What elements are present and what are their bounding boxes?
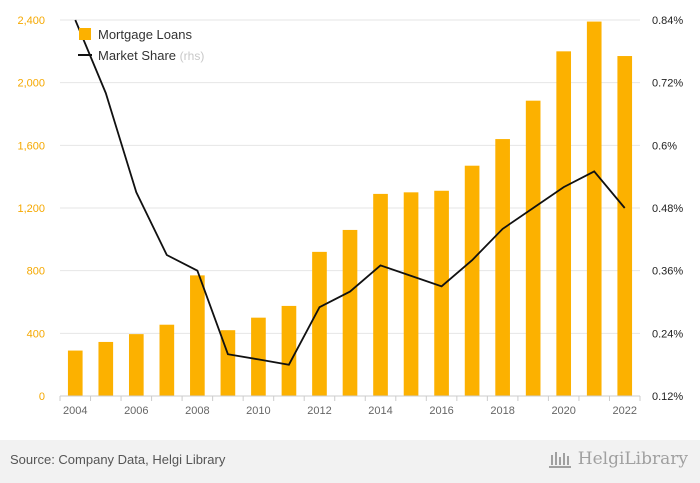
- x-tick-label: 2010: [246, 405, 270, 417]
- bar-2021[interactable]: [586, 21, 602, 397]
- brand-name: HelgiLibrary: [577, 449, 688, 469]
- y-left-tick-label: 2,400: [17, 15, 45, 27]
- x-tick-label: 2014: [368, 405, 392, 417]
- y-right-tick-label: 0.6%: [652, 140, 677, 152]
- brand-logo[interactable]: HelgiLibrary: [548, 449, 688, 469]
- y-left-tick-label: 0: [39, 391, 45, 403]
- bar-2018[interactable]: [495, 139, 510, 397]
- bar-2014[interactable]: [373, 193, 388, 396]
- x-tick-label: 2008: [185, 405, 209, 417]
- bar-2008[interactable]: [190, 275, 205, 396]
- y-right-tick-label: 0.72%: [652, 78, 683, 90]
- bar-2022[interactable]: [617, 56, 633, 397]
- bar-series-mortgage-loans: [67, 21, 633, 397]
- y-left-tick-label: 1,600: [17, 140, 45, 152]
- x-tick-label: 2018: [490, 405, 514, 417]
- y-right-tick-label: 0.48%: [652, 203, 683, 215]
- x-tick-label: 2016: [429, 405, 453, 417]
- chart: 0 400 800 1,200 1,600 2,000 2,400 0.12% 0.24% 0.3…: [17, 15, 683, 417]
- y-right-tick-label: 0.12%: [652, 391, 683, 403]
- y-right-tick-label: 0.24%: [652, 328, 683, 340]
- x-tick-label: 2004: [63, 405, 87, 417]
- y-right-tick-label: 0.36%: [652, 266, 683, 278]
- bar-2020[interactable]: [556, 51, 572, 396]
- bar-2013[interactable]: [342, 229, 358, 396]
- bar-2007[interactable]: [159, 324, 175, 396]
- x-tick-label: 2012: [307, 405, 331, 417]
- line-series-market-share: [74, 19, 626, 366]
- y-right-tick-label: 0.84%: [652, 15, 683, 27]
- y-left-tick-label: 800: [27, 266, 45, 278]
- legend: Mortgage Loans Market Share (rhs): [78, 27, 204, 63]
- bar-2017[interactable]: [464, 165, 480, 396]
- axes: 0 400 800 1,200 1,600 2,000 2,400 0.12% 0.24% 0.3…: [17, 15, 683, 417]
- x-tick-label: 2006: [124, 405, 148, 417]
- legend-label-mortgage-loans: Mortgage Loans: [98, 27, 192, 42]
- bar-2011[interactable]: [281, 305, 297, 396]
- market-share-line[interactable]: [74, 19, 626, 366]
- grid-lines: [60, 19, 640, 334]
- bar-2019[interactable]: [525, 100, 541, 396]
- bar-2012[interactable]: [312, 251, 327, 396]
- y-left-tick-label: 1,200: [17, 203, 45, 215]
- y-left-tick-label: 400: [27, 328, 45, 340]
- legend-rhs-note: (rhs): [180, 49, 205, 63]
- bar-2004[interactable]: [67, 350, 83, 396]
- bar-2010[interactable]: [251, 317, 266, 396]
- x-tick-label: 2022: [612, 405, 636, 417]
- y-left-tick-label: 2,000: [17, 78, 45, 90]
- bar-2006[interactable]: [128, 334, 144, 396]
- source-text: Source: Company Data, Helgi Library: [10, 452, 226, 467]
- legend-label-market-share: Market Share (rhs): [98, 48, 204, 63]
- bar-2015[interactable]: [403, 192, 419, 396]
- footer: Source: Company Data, Helgi Library Helg…: [0, 440, 700, 483]
- library-columns-icon: [548, 452, 571, 468]
- bar-2016[interactable]: [434, 190, 449, 396]
- legend-swatch-mortgage-loans: [79, 28, 91, 40]
- bar-2005[interactable]: [98, 341, 114, 396]
- x-tick-label: 2020: [551, 405, 575, 417]
